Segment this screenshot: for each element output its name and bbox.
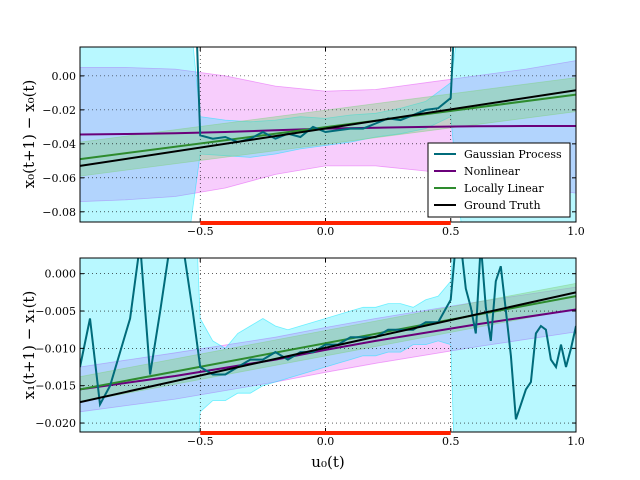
y-tick-label: −0.010 [35,342,76,355]
y-tick-label: −0.08 [42,206,76,219]
ground-truth-line [80,291,576,404]
x-tick-label: 0.0 [317,225,335,238]
legend-entry-ground-truth: Ground Truth [434,199,541,212]
legend-entry-locally-linear: Locally Linear [434,182,544,195]
legend: Gaussian Process Nonlinear Locally Linea… [427,142,571,218]
x-tick-label: −0.5 [187,435,214,448]
x-tick-label: −0.5 [187,225,214,238]
top-grid [80,47,576,222]
y-tick-label: −0.015 [35,380,76,393]
x-tick-label: 1.0 [567,435,585,448]
bottom-y-axis-label: x₁(t+1) − x₁(t) [20,291,38,400]
bottom-grid [80,258,576,432]
y-tick-label: −0.02 [42,104,76,117]
y-tick-label: 0.00 [52,70,77,83]
top-series-lines [80,47,576,167]
y-tick-label: −0.020 [35,417,76,430]
top-chart-panel: −0.5 0.0 0.5 1.0 0.00 −0.02 −0.04 −0.06 −0.08 x₀… [20,46,585,238]
y-tick-label: −0.005 [35,305,76,318]
legend-entry-nonlinear: Nonlinear [434,165,521,178]
x-axis-label: u₀(t) [311,453,344,471]
x-tick-label: 0.5 [442,435,460,448]
legend-label: Nonlinear [464,165,521,178]
legend-entry-gaussian-process: Gaussian Process [434,148,562,161]
ground-truth-line [80,89,576,167]
x-tick-label: 0.0 [317,435,335,448]
gp-line [80,258,576,420]
legend-label: Ground Truth [464,199,541,212]
bottom-axis-ticks: −0.5 0.0 0.5 1.0 0.000 −0.005 −0.010 −0.015 −0.0… [35,258,585,448]
x-tick-label: 1.0 [567,225,585,238]
y-tick-label: −0.04 [42,138,76,151]
bottom-series-lines [80,258,576,420]
bottom-chart-panel: −0.5 0.0 0.5 1.0 0.000 −0.005 −0.010 −0.015 −0.0… [20,257,585,471]
legend-label: Gaussian Process [464,148,562,161]
x-tick-label: 0.5 [442,225,460,238]
top-axis-ticks: −0.5 0.0 0.5 1.0 0.00 −0.02 −0.04 −0.06 −0.08 [42,47,585,238]
legend-label: Locally Linear [464,182,544,195]
gp-line [196,47,455,144]
top-y-axis-label: x₀(t+1) − x₀(t) [20,80,38,189]
y-tick-label: 0.000 [45,268,77,281]
locally-linear-line [80,93,576,161]
y-tick-label: −0.06 [42,172,76,185]
